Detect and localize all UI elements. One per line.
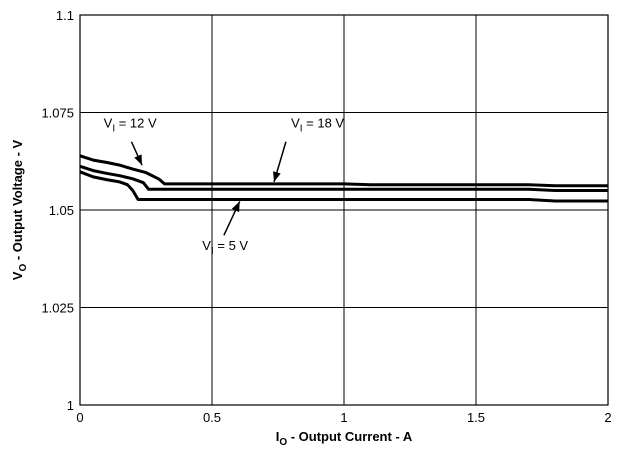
x-tick-label: 1.5 [467,410,485,425]
y-tick-label: 1.1 [56,8,74,23]
annotation-arrowhead [134,154,142,165]
x-tick-label: 1 [340,410,347,425]
y-tick-label: 1 [67,398,74,413]
annotation-arrowhead [273,171,281,182]
y-tick-label: 1.075 [41,106,74,121]
x-axis-label: IO - Output Current - A [276,429,413,448]
x-tick-label: 0 [76,410,83,425]
annotation-arrowhead [232,201,240,212]
y-axis-label: VO - Output Voltage - V [10,139,29,280]
annotation-label: VI = 5 V [202,238,248,257]
annotation-label: VI = 12 V [104,115,157,134]
y-tick-labels: 1 1.025 1.05 1.075 1.1 [41,8,74,413]
x-tick-label: 2 [604,410,611,425]
x-tick-labels: 0 0.5 1 1.5 2 [76,410,611,425]
y-tick-label: 1.025 [41,301,74,316]
annotations: VI = 12 V VI = 18 V VI = 5 V [104,115,345,256]
y-tick-label: 1.05 [49,203,74,218]
annotation-label: VI = 18 V [291,115,344,134]
x-tick-label: 0.5 [203,410,221,425]
grid-lines [80,15,608,405]
